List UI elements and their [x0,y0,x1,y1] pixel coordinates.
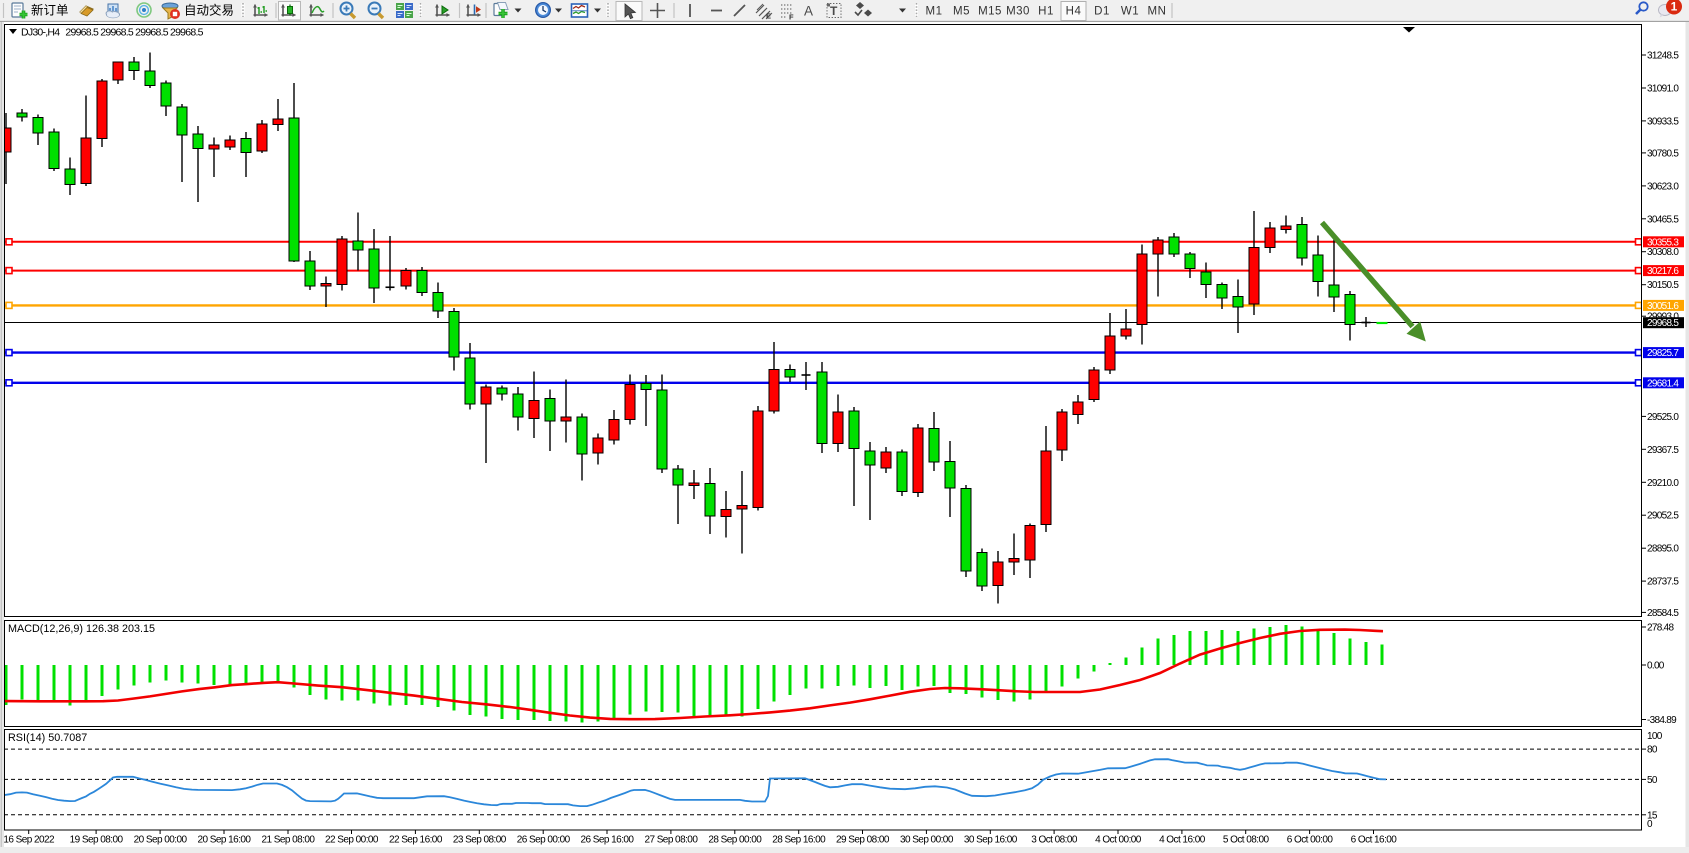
svg-text:16 Sep 2022: 16 Sep 2022 [3,835,55,846]
svg-text:H1: H1 [1038,6,1054,18]
svg-text:31091.0: 31091.0 [1647,84,1679,95]
svg-text:28 Sep 00:00: 28 Sep 00:00 [708,835,762,846]
svg-text:D1: D1 [1094,6,1110,18]
svg-text:自动交易: 自动交易 [184,3,234,18]
svg-text:M30: M30 [1006,6,1030,18]
svg-text:M15: M15 [978,6,1002,18]
svg-text:5 Oct 08:00: 5 Oct 08:00 [1223,835,1270,846]
svg-text:F: F [789,13,794,22]
svg-text:20 Sep 00:00: 20 Sep 00:00 [134,835,188,846]
svg-text:26 Sep 00:00: 26 Sep 00:00 [517,835,571,846]
svg-text:100: 100 [1647,731,1663,742]
svg-text:6 Oct 16:00: 6 Oct 16:00 [1351,835,1398,846]
svg-text:1: 1 [1671,0,1678,14]
svg-text:M1: M1 [926,6,943,18]
svg-text:29052.5: 29052.5 [1647,511,1679,522]
svg-text:29681.4: 29681.4 [1647,378,1679,389]
svg-text:26 Sep 16:00: 26 Sep 16:00 [581,835,635,846]
svg-text:29210.0: 29210.0 [1647,478,1679,489]
svg-text:31248.5: 31248.5 [1647,51,1679,62]
svg-text:0: 0 [1647,819,1653,830]
svg-text:W1: W1 [1121,6,1139,18]
svg-text:DJ30-,H4: DJ30-,H4 [21,26,60,38]
svg-text:278.48: 278.48 [1647,623,1675,634]
svg-text:28737.5: 28737.5 [1647,577,1679,588]
svg-text:M5: M5 [953,6,970,18]
svg-text:28895.0: 28895.0 [1647,544,1679,555]
svg-text:-384.89: -384.89 [1647,715,1677,726]
svg-text:27 Sep 08:00: 27 Sep 08:00 [644,835,698,846]
svg-text:30465.5: 30465.5 [1647,214,1679,225]
svg-text:20 Sep 16:00: 20 Sep 16:00 [198,835,252,846]
svg-text:30 Sep 16:00: 30 Sep 16:00 [964,835,1018,846]
svg-text:30051.6: 30051.6 [1647,301,1679,312]
svg-text:28584.5: 28584.5 [1647,608,1679,619]
svg-text:30623.0: 30623.0 [1647,181,1679,192]
svg-text:A: A [804,4,813,19]
svg-text:30150.5: 30150.5 [1647,280,1679,291]
svg-text:0.00: 0.00 [1647,661,1665,672]
svg-text:19 Sep 08:00: 19 Sep 08:00 [70,835,124,846]
svg-text:80: 80 [1647,745,1658,756]
svg-text:21 Sep 08:00: 21 Sep 08:00 [262,835,316,846]
svg-text:22 Sep 16:00: 22 Sep 16:00 [389,835,443,846]
svg-text:30308.0: 30308.0 [1647,247,1679,258]
svg-text:新订单: 新订单 [31,3,69,18]
svg-text:50: 50 [1647,775,1658,786]
svg-text:22 Sep 00:00: 22 Sep 00:00 [325,835,379,846]
svg-text:28 Sep 16:00: 28 Sep 16:00 [772,835,826,846]
svg-text:3 Oct 08:00: 3 Oct 08:00 [1031,835,1078,846]
svg-text:4 Oct 16:00: 4 Oct 16:00 [1159,835,1206,846]
svg-text:H4: H4 [1066,6,1082,18]
svg-text:30933.5: 30933.5 [1647,116,1679,127]
svg-text:29825.7: 29825.7 [1647,348,1679,359]
svg-text:29367.5: 29367.5 [1647,445,1679,456]
svg-text:4 Oct 00:00: 4 Oct 00:00 [1095,835,1142,846]
svg-text:29525.0: 29525.0 [1647,412,1679,423]
svg-text:T: T [830,4,838,18]
svg-text:MN: MN [1148,6,1167,18]
svg-text:RSI(14) 50.7087: RSI(14) 50.7087 [8,732,87,744]
svg-text:29968.5 29968.5 29968.5 299: 29968.5 29968.5 29968.5 29968.5 [65,26,203,38]
svg-text:E: E [766,12,771,21]
svg-text:MACD(12,26,9) 126.38 203.15: MACD(12,26,9) 126.38 203.15 [8,623,155,635]
svg-text:30217.6: 30217.6 [1647,266,1679,277]
svg-text:29 Sep 08:00: 29 Sep 08:00 [836,835,890,846]
svg-text:30 Sep 00:00: 30 Sep 00:00 [900,835,954,846]
svg-text:15: 15 [1647,810,1658,821]
svg-text:29968.5: 29968.5 [1647,318,1679,329]
svg-text:30355.3: 30355.3 [1647,237,1679,248]
svg-text:30780.5: 30780.5 [1647,148,1679,159]
svg-text:23 Sep 08:00: 23 Sep 08:00 [453,835,507,846]
svg-text:6 Oct 00:00: 6 Oct 00:00 [1287,835,1334,846]
